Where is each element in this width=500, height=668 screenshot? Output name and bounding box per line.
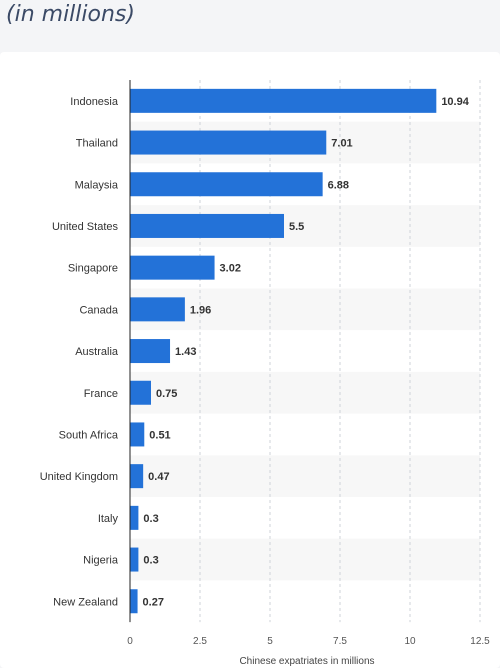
value-label: 0.75: [156, 388, 177, 400]
value-label: 6.88: [328, 179, 349, 191]
category-label: United Kingdom: [40, 471, 118, 483]
value-label: 0.27: [143, 596, 164, 608]
bar: [130, 88, 437, 113]
row-stripes: [130, 121, 480, 581]
value-label: 0.3: [143, 513, 158, 525]
x-tick-label: 0: [127, 636, 133, 647]
x-tick-label: 12.5: [470, 636, 490, 647]
category-label: Singapore: [68, 263, 118, 275]
row-stripe: [130, 455, 480, 497]
bar: [130, 130, 327, 155]
bar: [130, 589, 138, 614]
value-label: 10.94: [441, 96, 469, 108]
category-label: France: [84, 388, 118, 400]
x-tick-label: 2.5: [193, 636, 207, 647]
value-label: 0.3: [143, 555, 158, 567]
row-stripe: [130, 288, 480, 331]
bar: [130, 339, 171, 364]
bar: [130, 464, 144, 489]
bar: [130, 547, 139, 572]
category-label: Italy: [98, 513, 119, 525]
bar: [130, 172, 323, 197]
value-label: 1.96: [190, 304, 211, 316]
x-tick-label: 5: [267, 636, 273, 647]
value-label: 5.5: [289, 221, 304, 233]
category-label: South Africa: [59, 429, 119, 441]
category-labels: Indonesia Thailand Malaysia United States Si…: [40, 96, 119, 608]
bar: [130, 505, 139, 530]
x-axis-title: Chinese expatriates in millions: [239, 656, 374, 667]
value-label: 1.43: [175, 346, 196, 358]
value-label: 0.51: [149, 429, 170, 441]
chart-subtitle: (in millions): [6, 2, 135, 27]
value-label: 3.02: [220, 263, 241, 275]
gridlines: [199, 80, 481, 623]
bar: [130, 213, 284, 238]
category-label: Thailand: [76, 138, 118, 150]
x-tick-label: 10: [404, 636, 416, 647]
x-tick-labels: 0 2.5 5 7.5 10 12.5: [127, 636, 490, 647]
x-tick-label: 7.5: [333, 636, 347, 647]
bars: [130, 88, 437, 614]
category-label: United States: [52, 221, 119, 233]
bar: [130, 255, 215, 280]
category-label: Australia: [75, 346, 119, 358]
bar: [130, 380, 151, 405]
bar: [130, 422, 145, 447]
value-labels: 10.94 7.01 6.88 5.5 3.02 1.96 1.43 0.75 0.51 0.47…: [143, 96, 470, 608]
category-label: Indonesia: [70, 96, 119, 108]
bar: [130, 297, 185, 322]
value-label: 7.01: [331, 138, 352, 150]
row-stripe: [130, 538, 480, 581]
category-label: Malaysia: [75, 179, 119, 191]
category-label: New Zealand: [53, 596, 118, 608]
row-stripe: [130, 371, 480, 414]
category-label: Nigeria: [83, 555, 119, 567]
value-label: 0.47: [148, 471, 169, 483]
category-label: Canada: [79, 304, 118, 316]
